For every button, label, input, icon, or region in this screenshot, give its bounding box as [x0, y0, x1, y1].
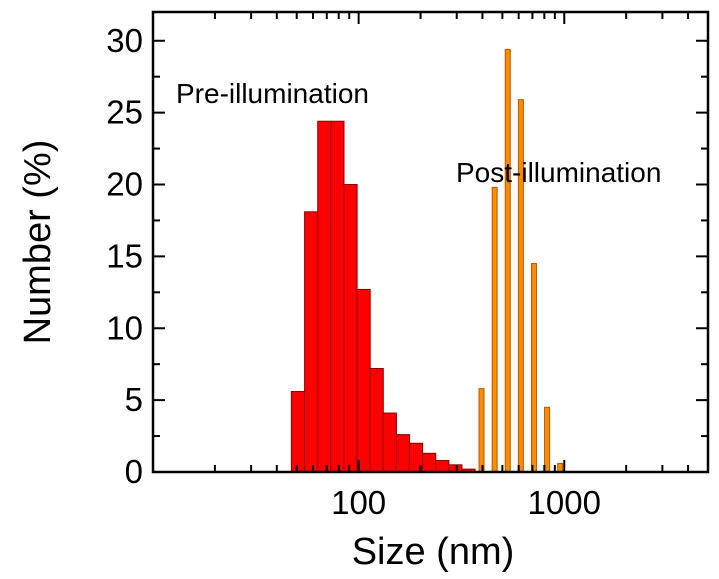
y-tick-label: 25	[106, 94, 143, 131]
labels-layer: 0 5 10 15 20 25 30 100 1000	[106, 22, 601, 521]
bar-series0-10	[422, 452, 437, 473]
x-axis-title: Size (nm)	[352, 531, 515, 573]
bar-series1-3	[517, 99, 524, 473]
y-tick-label: 15	[106, 237, 143, 274]
annotation-pre-illumination: Pre-illumination	[176, 78, 369, 109]
y-tick-label: 10	[106, 309, 143, 346]
y-tick-label: 0	[125, 453, 143, 490]
bar-series0-4	[343, 184, 358, 473]
bar-series1-5	[544, 406, 551, 473]
x-tick-label: 1000	[528, 484, 601, 521]
y-tick-label: 5	[125, 381, 143, 418]
bar-series1-0	[478, 388, 485, 473]
plot-frame	[151, 10, 710, 474]
ticks-layer	[152, 12, 709, 473]
bars-layer	[290, 48, 564, 473]
bar-series0-5	[356, 288, 371, 473]
bar-series0-6	[369, 368, 384, 473]
bar-series0-7	[382, 412, 397, 473]
bar-series0-3	[330, 120, 345, 473]
bar-series0-0	[290, 391, 306, 473]
y-tick-label: 20	[106, 166, 143, 203]
bar-series1-2	[504, 48, 511, 473]
y-tick-label: 30	[106, 22, 143, 59]
bar-series1-6	[557, 462, 564, 473]
bar-series0-11	[435, 460, 450, 473]
bar-series0-2	[317, 120, 332, 473]
annotation-post-illumination: Post-illumination	[456, 157, 661, 188]
bar-series1-1	[491, 186, 498, 473]
bar-series1-4	[530, 263, 537, 473]
x-tick-label: 100	[331, 484, 386, 521]
bar-series0-1	[304, 211, 319, 473]
bar-series0-8	[395, 434, 411, 473]
y-axis-title: Number (%)	[17, 140, 59, 345]
